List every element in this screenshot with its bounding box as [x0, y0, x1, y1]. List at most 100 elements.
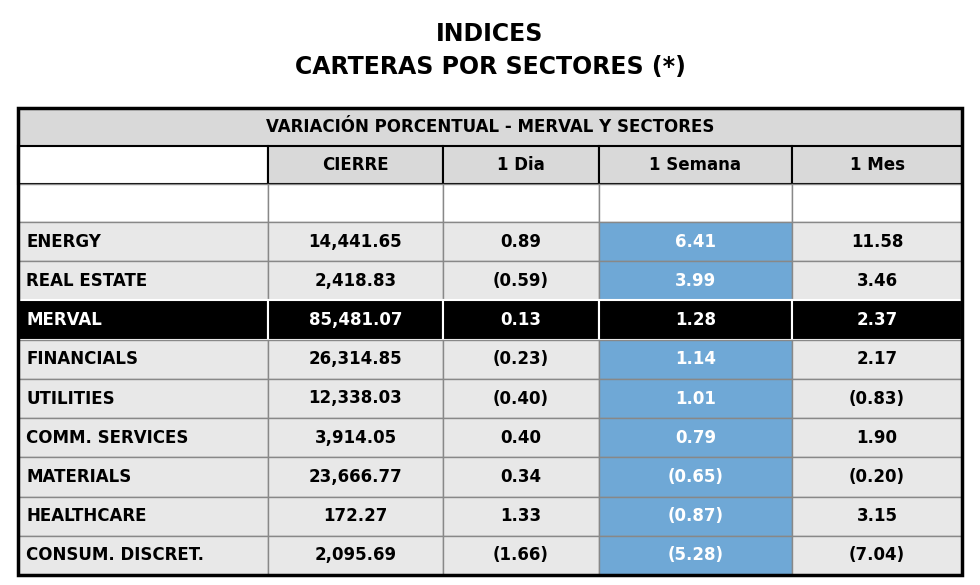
- Bar: [18, 457, 269, 497]
- Text: 12,338.03: 12,338.03: [309, 390, 403, 408]
- Bar: [792, 497, 962, 536]
- Text: (0.59): (0.59): [493, 272, 549, 290]
- Text: 1.14: 1.14: [675, 350, 715, 369]
- Text: 2,418.83: 2,418.83: [315, 272, 397, 290]
- Bar: [18, 146, 269, 184]
- Bar: [599, 222, 792, 261]
- Bar: [443, 261, 599, 301]
- Text: 3.46: 3.46: [857, 272, 898, 290]
- Bar: [18, 536, 269, 575]
- Bar: [792, 340, 962, 379]
- Text: 1.33: 1.33: [500, 507, 541, 525]
- Bar: [792, 536, 962, 575]
- Bar: [269, 261, 443, 301]
- Bar: [269, 379, 443, 418]
- Text: (0.20): (0.20): [849, 468, 906, 486]
- Bar: [269, 222, 443, 261]
- Bar: [269, 146, 443, 184]
- Text: (1.66): (1.66): [493, 546, 549, 565]
- Text: 11.58: 11.58: [851, 233, 904, 250]
- Text: 2.17: 2.17: [857, 350, 898, 369]
- Text: (0.40): (0.40): [493, 390, 549, 408]
- Bar: [792, 301, 962, 340]
- Bar: [599, 379, 792, 418]
- Text: VARIACIÓN PORCENTUAL - MERVAL Y SECTORES: VARIACIÓN PORCENTUAL - MERVAL Y SECTORES: [266, 118, 714, 136]
- Bar: [599, 261, 792, 301]
- Text: 23,666.77: 23,666.77: [309, 468, 403, 486]
- Bar: [599, 340, 792, 379]
- Bar: [599, 497, 792, 536]
- Text: 1 Mes: 1 Mes: [850, 156, 905, 174]
- Text: 3.15: 3.15: [857, 507, 898, 525]
- Bar: [792, 457, 962, 497]
- Text: REAL ESTATE: REAL ESTATE: [26, 272, 147, 290]
- Bar: [443, 536, 599, 575]
- Text: MERVAL: MERVAL: [26, 311, 102, 329]
- Bar: [443, 497, 599, 536]
- Text: UTILITIES: UTILITIES: [26, 390, 115, 408]
- Text: CIERRE: CIERRE: [322, 156, 389, 174]
- Text: FINANCIALS: FINANCIALS: [26, 350, 138, 369]
- Text: 0.40: 0.40: [500, 429, 541, 447]
- Bar: [599, 457, 792, 497]
- Text: 85,481.07: 85,481.07: [309, 311, 402, 329]
- Text: 1 Dia: 1 Dia: [497, 156, 545, 174]
- Bar: [269, 301, 443, 340]
- Bar: [599, 536, 792, 575]
- Text: 0.79: 0.79: [675, 429, 715, 447]
- Text: CARTERAS POR SECTORES (*): CARTERAS POR SECTORES (*): [295, 55, 685, 79]
- Bar: [18, 108, 962, 575]
- Bar: [18, 340, 269, 379]
- Text: 0.13: 0.13: [500, 311, 541, 329]
- Bar: [443, 379, 599, 418]
- Bar: [792, 146, 962, 184]
- Text: HEALTHCARE: HEALTHCARE: [26, 507, 146, 525]
- Text: 0.89: 0.89: [500, 233, 541, 250]
- Text: 2,095.69: 2,095.69: [315, 546, 397, 565]
- Bar: [443, 457, 599, 497]
- Bar: [792, 418, 962, 457]
- Text: 1 Semana: 1 Semana: [650, 156, 741, 174]
- Bar: [792, 222, 962, 261]
- Text: 0.34: 0.34: [500, 468, 541, 486]
- Text: 2.37: 2.37: [857, 311, 898, 329]
- Bar: [18, 418, 269, 457]
- Bar: [599, 146, 792, 184]
- Text: 1.28: 1.28: [675, 311, 715, 329]
- Bar: [18, 301, 269, 340]
- Text: 1.90: 1.90: [857, 429, 898, 447]
- Bar: [18, 108, 962, 146]
- Bar: [443, 340, 599, 379]
- Text: (0.23): (0.23): [493, 350, 549, 369]
- Bar: [599, 301, 792, 340]
- Text: 1.01: 1.01: [675, 390, 715, 408]
- Text: 172.27: 172.27: [323, 507, 388, 525]
- Text: INDICES: INDICES: [436, 22, 544, 46]
- Bar: [792, 379, 962, 418]
- Bar: [18, 222, 269, 261]
- Bar: [269, 457, 443, 497]
- Text: 3,914.05: 3,914.05: [315, 429, 397, 447]
- Text: (5.28): (5.28): [667, 546, 723, 565]
- Bar: [792, 261, 962, 301]
- Bar: [443, 222, 599, 261]
- Bar: [18, 379, 269, 418]
- Bar: [443, 184, 599, 222]
- Text: (0.83): (0.83): [849, 390, 906, 408]
- Text: ENERGY: ENERGY: [26, 233, 101, 250]
- Text: CONSUM. DISCRET.: CONSUM. DISCRET.: [26, 546, 204, 565]
- Text: 6.41: 6.41: [675, 233, 715, 250]
- Bar: [269, 184, 443, 222]
- Bar: [443, 301, 599, 340]
- Bar: [269, 340, 443, 379]
- Text: (0.65): (0.65): [667, 468, 723, 486]
- Text: COMM. SERVICES: COMM. SERVICES: [26, 429, 188, 447]
- Bar: [269, 536, 443, 575]
- Bar: [18, 497, 269, 536]
- Bar: [443, 146, 599, 184]
- Bar: [792, 184, 962, 222]
- Bar: [599, 418, 792, 457]
- Text: 3.99: 3.99: [674, 272, 716, 290]
- Bar: [443, 418, 599, 457]
- Text: 14,441.65: 14,441.65: [309, 233, 403, 250]
